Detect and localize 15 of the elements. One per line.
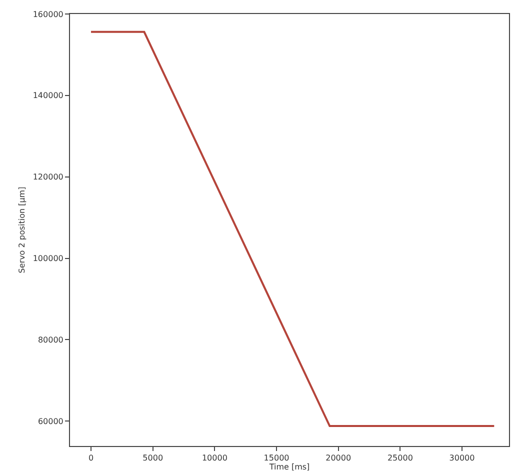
x-axis-title: Time [ms] [268,462,310,472]
y-tick-label: 160000 [32,10,64,19]
y-tick-label: 120000 [32,172,64,182]
x-tick-label: 0 [88,454,94,463]
x-tick-label: 25000 [387,454,413,463]
x-tick-label: 20000 [326,454,352,463]
y-tick-label: 80000 [38,336,64,345]
x-tick-label: 10000 [202,454,228,463]
x-tick-label: 5000 [142,454,164,463]
y-tick-label: 100000 [32,254,64,264]
y-tick-label: 60000 [38,416,64,426]
x-tick-label: 30000 [449,454,475,463]
y-tick-label: 140000 [32,91,64,100]
x-tick-label: 15000 [264,454,290,463]
y-axis-title: Servo 2 position [μm] [18,186,27,274]
